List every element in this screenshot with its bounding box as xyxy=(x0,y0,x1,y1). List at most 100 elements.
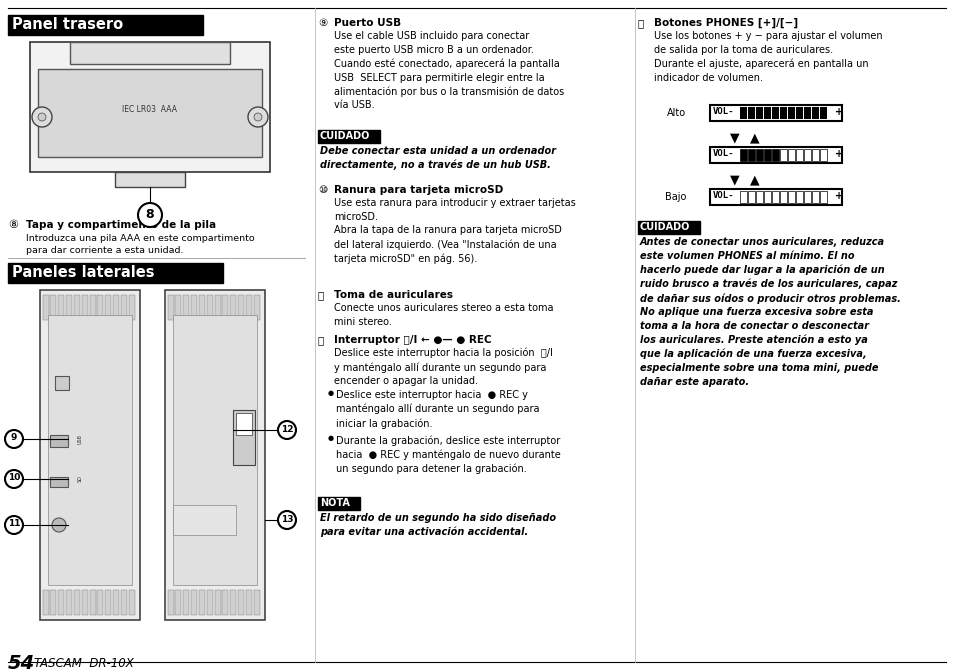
Text: Introduzca una pila AAA en este compartimento
para dar corriente a esta unidad.: Introduzca una pila AAA en este comparti… xyxy=(26,234,254,255)
Text: +: + xyxy=(834,149,842,159)
Bar xyxy=(50,477,68,487)
Text: NOTA: NOTA xyxy=(319,498,350,508)
Text: 12: 12 xyxy=(280,425,293,433)
Bar xyxy=(317,130,379,143)
Bar xyxy=(820,149,826,161)
Text: ⑬: ⑬ xyxy=(638,18,643,28)
Bar xyxy=(48,315,132,585)
Bar xyxy=(50,435,68,447)
Bar xyxy=(214,295,221,320)
Text: 10: 10 xyxy=(8,474,20,482)
Bar xyxy=(207,590,213,615)
Text: VOL-: VOL- xyxy=(712,107,734,116)
Bar xyxy=(740,107,746,119)
Bar xyxy=(222,590,228,615)
Bar xyxy=(58,590,64,615)
Bar xyxy=(771,107,779,119)
Text: El retardo de un segundo ha sido diseñado
para evitar una activación accidental.: El retardo de un segundo ha sido diseñad… xyxy=(319,513,556,537)
Bar xyxy=(74,295,80,320)
Circle shape xyxy=(248,107,268,127)
Text: Conecte unos auriculares stereo a esta toma
mini stereo.: Conecte unos auriculares stereo a esta t… xyxy=(334,303,553,327)
Bar xyxy=(191,590,196,615)
Text: Puerto USB: Puerto USB xyxy=(334,18,400,28)
Text: USB: USB xyxy=(78,434,83,444)
Bar xyxy=(66,590,71,615)
Bar xyxy=(771,191,779,203)
Text: 13: 13 xyxy=(280,515,293,523)
Bar xyxy=(755,191,762,203)
Text: ▼: ▼ xyxy=(729,173,739,186)
Bar xyxy=(795,191,802,203)
Text: ▲: ▲ xyxy=(749,173,759,186)
Bar xyxy=(129,590,135,615)
Bar xyxy=(82,295,88,320)
Text: Antes de conectar unos auriculares, reduzca
este volumen PHONES al mínimo. El no: Antes de conectar unos auriculares, redu… xyxy=(639,237,900,386)
Bar xyxy=(246,295,252,320)
Text: Use los botones + y − para ajustar el volumen
de salida por la toma de auricular: Use los botones + y − para ajustar el vo… xyxy=(654,31,882,83)
Circle shape xyxy=(38,113,46,121)
Bar xyxy=(787,149,794,161)
Bar xyxy=(747,149,754,161)
Bar xyxy=(105,295,111,320)
Bar xyxy=(237,590,244,615)
Text: IEC LR03  AAA: IEC LR03 AAA xyxy=(122,105,177,113)
Bar xyxy=(43,590,49,615)
Bar xyxy=(811,149,818,161)
Bar xyxy=(795,107,802,119)
Text: VOL-: VOL- xyxy=(712,149,734,158)
Text: Toma de auriculares: Toma de auriculares xyxy=(334,290,453,300)
Bar xyxy=(97,295,103,320)
Bar xyxy=(811,107,818,119)
Bar xyxy=(40,290,140,620)
Bar xyxy=(253,590,260,615)
Circle shape xyxy=(52,518,66,532)
Bar xyxy=(780,191,786,203)
Bar xyxy=(709,189,841,205)
Bar xyxy=(112,295,119,320)
Text: Botones PHONES [+]/[−]: Botones PHONES [+]/[−] xyxy=(654,18,798,28)
Text: ●: ● xyxy=(328,435,334,441)
Text: TASCAM  DR-10X: TASCAM DR-10X xyxy=(34,657,133,670)
Text: ⑫: ⑫ xyxy=(317,335,324,345)
Bar xyxy=(755,107,762,119)
Bar xyxy=(787,191,794,203)
Bar xyxy=(174,295,181,320)
Bar xyxy=(38,69,262,157)
Text: Durante la grabación, deslice este interruptor
hacia  ● REC y manténgalo de nuev: Durante la grabación, deslice este inter… xyxy=(335,435,560,474)
Bar xyxy=(82,590,88,615)
Text: Use el cable USB incluido para conectar
este puerto USB micro B a un ordenador.
: Use el cable USB incluido para conectar … xyxy=(334,31,563,111)
Bar xyxy=(97,590,103,615)
Bar xyxy=(183,295,189,320)
Bar xyxy=(638,221,700,234)
Text: 9: 9 xyxy=(10,433,17,442)
Text: Tapa y compartimento de la pila: Tapa y compartimento de la pila xyxy=(26,220,216,230)
Text: Deslice este interruptor hacia  ● REC y
manténgalo allí durante un segundo para
: Deslice este interruptor hacia ● REC y m… xyxy=(335,390,539,429)
Bar xyxy=(172,505,235,535)
Bar xyxy=(771,149,779,161)
Bar xyxy=(803,107,810,119)
Text: ⑨: ⑨ xyxy=(317,18,327,28)
Text: Paneles laterales: Paneles laterales xyxy=(12,265,154,280)
Bar xyxy=(191,295,196,320)
Text: 11: 11 xyxy=(8,519,20,529)
Bar xyxy=(90,590,96,615)
Text: ▼: ▼ xyxy=(729,131,739,144)
Bar xyxy=(66,295,71,320)
Bar xyxy=(129,295,135,320)
Bar xyxy=(709,147,841,163)
Circle shape xyxy=(277,511,295,529)
Text: +: + xyxy=(834,191,842,201)
Text: 8: 8 xyxy=(146,207,154,221)
Text: Ranura para tarjeta microSD: Ranura para tarjeta microSD xyxy=(334,185,503,195)
Bar xyxy=(70,42,230,64)
Bar xyxy=(246,590,252,615)
Circle shape xyxy=(253,113,262,121)
Bar xyxy=(230,295,235,320)
Bar xyxy=(112,590,119,615)
Bar xyxy=(105,590,111,615)
Text: VOL-: VOL- xyxy=(712,191,734,200)
Bar xyxy=(787,107,794,119)
Bar xyxy=(183,590,189,615)
Bar xyxy=(121,590,127,615)
Text: PHONES: PHONES xyxy=(178,521,198,525)
